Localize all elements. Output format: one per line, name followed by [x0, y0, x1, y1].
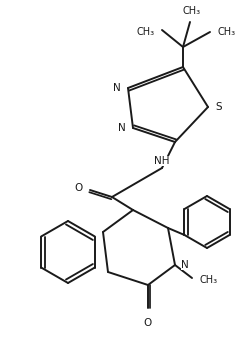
Text: O: O — [144, 318, 152, 328]
Text: N: N — [113, 83, 121, 93]
Text: CH₃: CH₃ — [218, 27, 236, 37]
Text: N: N — [118, 123, 126, 133]
Text: NH: NH — [154, 156, 170, 166]
Text: O: O — [75, 183, 83, 193]
Text: CH₃: CH₃ — [183, 6, 201, 16]
Text: S: S — [215, 102, 222, 112]
Text: CH₃: CH₃ — [137, 27, 155, 37]
Text: N: N — [181, 260, 189, 270]
Text: CH₃: CH₃ — [200, 275, 218, 285]
